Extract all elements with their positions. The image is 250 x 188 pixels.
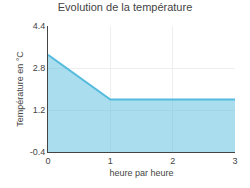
svg-text:Température en °C: Température en °C xyxy=(15,51,25,127)
svg-text:3: 3 xyxy=(232,156,237,166)
svg-text:2: 2 xyxy=(170,156,175,166)
svg-text:Evolution de la température: Evolution de la température xyxy=(58,1,193,13)
svg-text:4.4: 4.4 xyxy=(33,21,46,31)
svg-text:heure par heure: heure par heure xyxy=(109,168,173,178)
svg-text:2.8: 2.8 xyxy=(33,63,46,73)
svg-text:1: 1 xyxy=(108,156,113,166)
svg-text:1.2: 1.2 xyxy=(33,105,46,115)
svg-text:0: 0 xyxy=(45,156,50,166)
svg-text:-0.4: -0.4 xyxy=(30,147,46,157)
